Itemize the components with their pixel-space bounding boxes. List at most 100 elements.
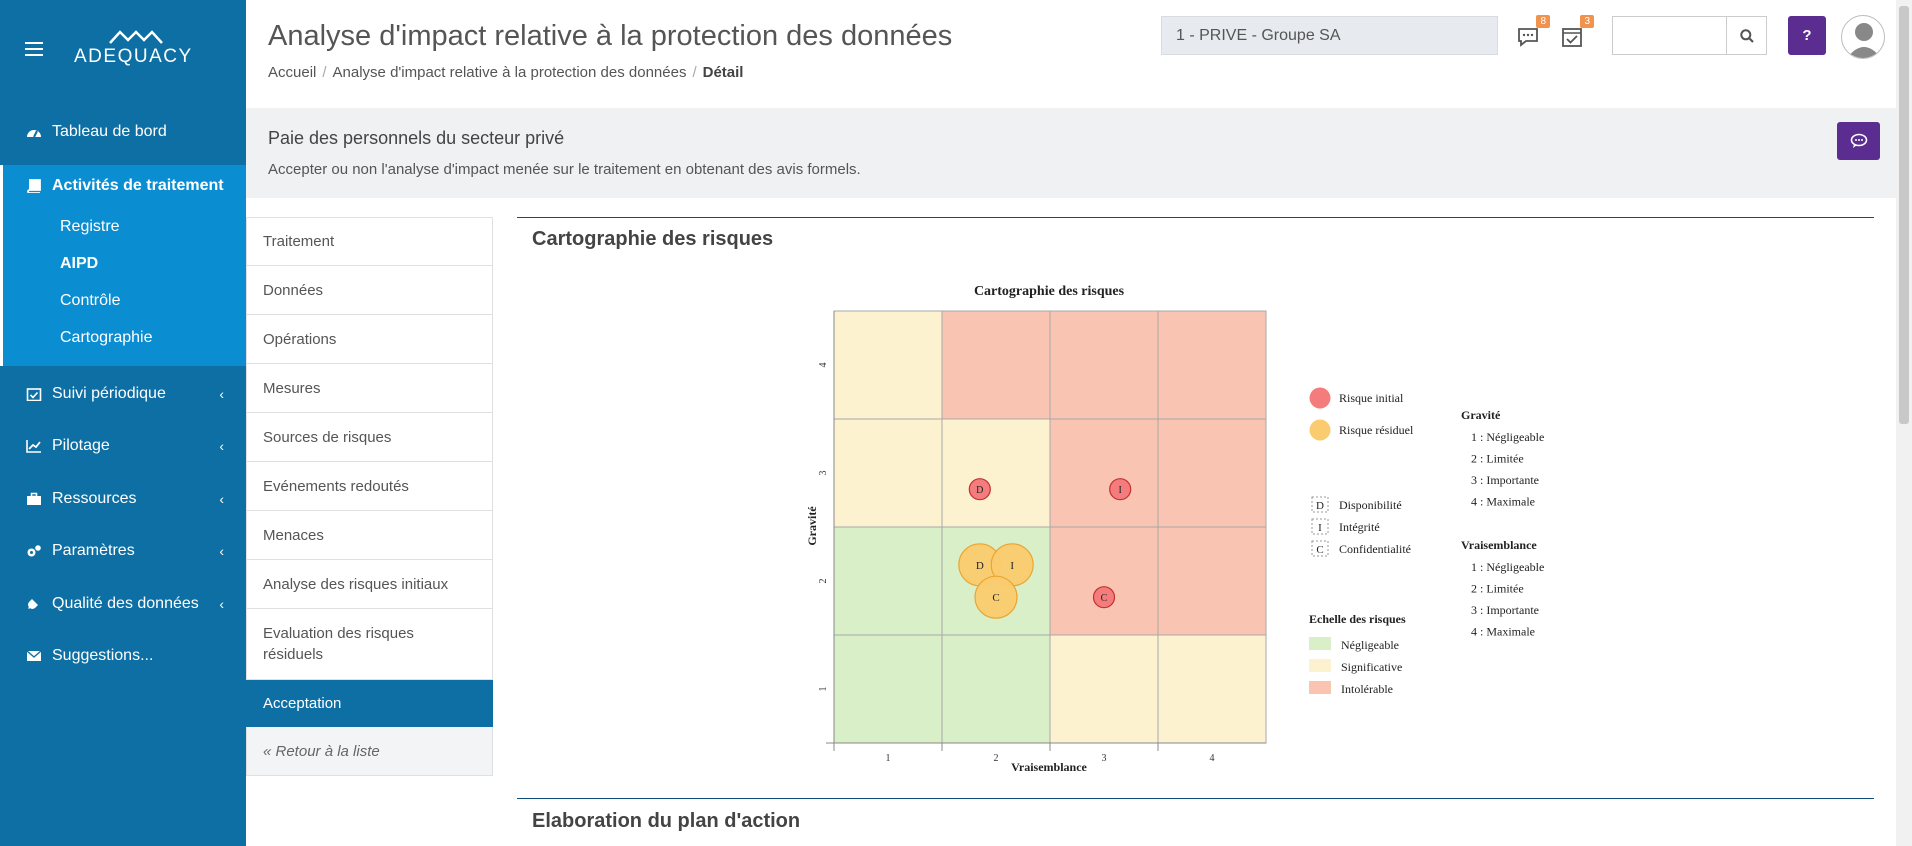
y-axis-ticks: 1 2 3 4 (818, 363, 829, 692)
briefcase-icon (27, 492, 41, 505)
risk-cell (1049, 310, 1159, 420)
comment-button[interactable] (1837, 122, 1880, 160)
app-logo[interactable]: ADEQUACY (72, 28, 202, 68)
breadcrumb-home[interactable]: Accueil (268, 64, 317, 81)
legend-letter-box (1311, 540, 1329, 557)
sidebar-item-data-quality[interactable]: Qualité des données ‹ (0, 584, 246, 624)
search-input[interactable] (1612, 16, 1726, 55)
processing-title: Paie des personnels du secteur privé (268, 128, 565, 148)
tab-evaluation-risques-residuels[interactable]: Evaluation des risques résiduels (246, 609, 493, 680)
x-tick-label: 1 (886, 753, 891, 764)
risk-cell (1049, 526, 1159, 636)
chevron-left-icon: ‹ (219, 386, 224, 402)
sidebar-item-processing-activities[interactable]: Activités de traitement (0, 165, 246, 206)
sidebar-item-parametres[interactable]: Paramètres ‹ (0, 531, 246, 571)
legend-letter-label: Confidentialité (1339, 542, 1411, 556)
tab-evenements-redoutes[interactable]: Evénements redoutés (246, 462, 493, 511)
tab-sources-risques[interactable]: Sources de risques (246, 413, 493, 462)
risk-cell (1157, 418, 1267, 528)
risk-map-chart: Cartographie des risques 1 2 3 4 1 2 3 4 Vrais… (805, 284, 1544, 774)
chevron-left-icon: ‹ (219, 543, 224, 559)
risk-cell (833, 310, 943, 420)
back-to-list-link[interactable]: « Retour à la liste (246, 727, 493, 776)
tab-analyse-risques-initiaux[interactable]: Analyse des risques initiaux (246, 560, 493, 609)
sidebar-item-periodic-follow-up[interactable]: Suivi périodique ‹ (0, 374, 246, 414)
residual-risk-marker (974, 575, 1018, 619)
calendar-check-icon (1562, 28, 1582, 47)
tab-menaces[interactable]: Menaces (246, 511, 493, 560)
sidebar-item-ressources[interactable]: Ressources ‹ (0, 479, 246, 519)
x-axis-label: Vraisemblance (1011, 760, 1087, 774)
legend-letter-box (1311, 518, 1329, 535)
user-icon (1847, 23, 1881, 58)
section-divider (517, 217, 1874, 218)
subnav-item-aipd[interactable]: AIPD (60, 255, 99, 272)
initial-risk-label: D (976, 485, 983, 496)
tasks-button[interactable]: 3 (1560, 15, 1594, 50)
x-tick-label: 4 (1210, 753, 1215, 764)
gravity-scale-item: 3 : Importante (1471, 473, 1539, 487)
gravity-scale-item: 2 : Limitée (1471, 452, 1524, 466)
initial-risk-point: C (1092, 586, 1116, 609)
subnav-item-controle[interactable]: Contrôle (60, 292, 121, 309)
legend-scale-label: Négligeable (1341, 638, 1399, 652)
y-tick-label: 3 (818, 471, 829, 476)
legend-letter: C (1316, 544, 1323, 556)
comment-icon (1850, 133, 1867, 148)
legend-letter-label: Intégrité (1339, 520, 1380, 534)
chart-legend: Risque initial Risque résiduel D Disponibil… (1309, 387, 1544, 696)
tab-acceptation[interactable]: Acceptation (246, 680, 493, 727)
messages-button[interactable]: 8 (1516, 15, 1550, 50)
section-divider (517, 798, 1874, 799)
sidebar-item-label: Suivi périodique (52, 385, 166, 402)
dashboard-icon (27, 130, 41, 138)
legend-scale-swatch (1309, 637, 1331, 650)
x-tick-label: 2 (994, 753, 999, 764)
subnav-item-cartographie[interactable]: Cartographie (60, 329, 153, 346)
processing-info-banner: Paie des personnels du secteur privé Acc… (246, 108, 1896, 198)
sidebar-item-dashboard[interactable]: Tableau de bord (0, 112, 246, 152)
menu-toggle-icon[interactable] (25, 42, 43, 56)
likelihood-scale-title: Vraisemblance (1461, 538, 1537, 552)
search-button[interactable] (1726, 16, 1767, 55)
risk-cell (1049, 418, 1159, 528)
logo-text: ADEQUACY (74, 46, 193, 67)
scrollbar-thumb[interactable] (1899, 6, 1909, 424)
risk-cell (833, 634, 943, 744)
legend-series-marker (1309, 419, 1331, 441)
sidebar-item-suggestions[interactable]: Suggestions... (0, 636, 246, 676)
sidebar-item-pilotage[interactable]: Pilotage ‹ (0, 426, 246, 466)
tab-mesures[interactable]: Mesures (246, 364, 493, 413)
chart-title: Cartographie des risques (974, 284, 1125, 299)
breadcrumb-separator: / (692, 64, 697, 81)
sidebar-item-label: Tableau de bord (52, 123, 167, 140)
initial-risk-label: C (1101, 593, 1108, 604)
legend-letter: D (1316, 500, 1324, 512)
tab-traitement[interactable]: Traitement (246, 217, 493, 266)
legend-series-label: Risque résiduel (1339, 423, 1414, 437)
avatar[interactable] (1841, 15, 1885, 59)
book-icon (27, 178, 41, 193)
breadcrumb-aipd[interactable]: Analyse d'impact relative à la protectio… (332, 64, 687, 81)
y-tick-label: 4 (818, 363, 829, 368)
chart-grid (826, 310, 1267, 751)
gravity-scale-item: 1 : Négligeable (1471, 430, 1544, 444)
organization-select[interactable]: 1 - PRIVE - Groupe SA (1161, 16, 1498, 55)
sidebar-subnav: Registre AIPD Contrôle Cartographie (0, 206, 246, 366)
sidebar: ADEQUACY Tableau de bord Activités de tr… (0, 0, 246, 846)
x-tick-label: 3 (1102, 753, 1107, 764)
tab-operations[interactable]: Opérations (246, 315, 493, 364)
tab-donnees[interactable]: Données (246, 266, 493, 315)
tasks-count-badge: 3 (1580, 15, 1594, 28)
x-axis-ticks: 1 2 3 4 (833, 743, 1215, 764)
initial-risk-label: I (1119, 485, 1122, 496)
y-tick-label: 1 (818, 687, 829, 692)
legend-letter: I (1318, 522, 1322, 534)
calendar-check-icon (26, 388, 42, 401)
risk-cell (1157, 526, 1267, 636)
help-button[interactable]: ? (1788, 16, 1826, 55)
subnav-item-registre[interactable]: Registre (60, 218, 120, 235)
sidebar-item-label: Paramètres (52, 542, 135, 559)
search-icon (1739, 28, 1754, 43)
